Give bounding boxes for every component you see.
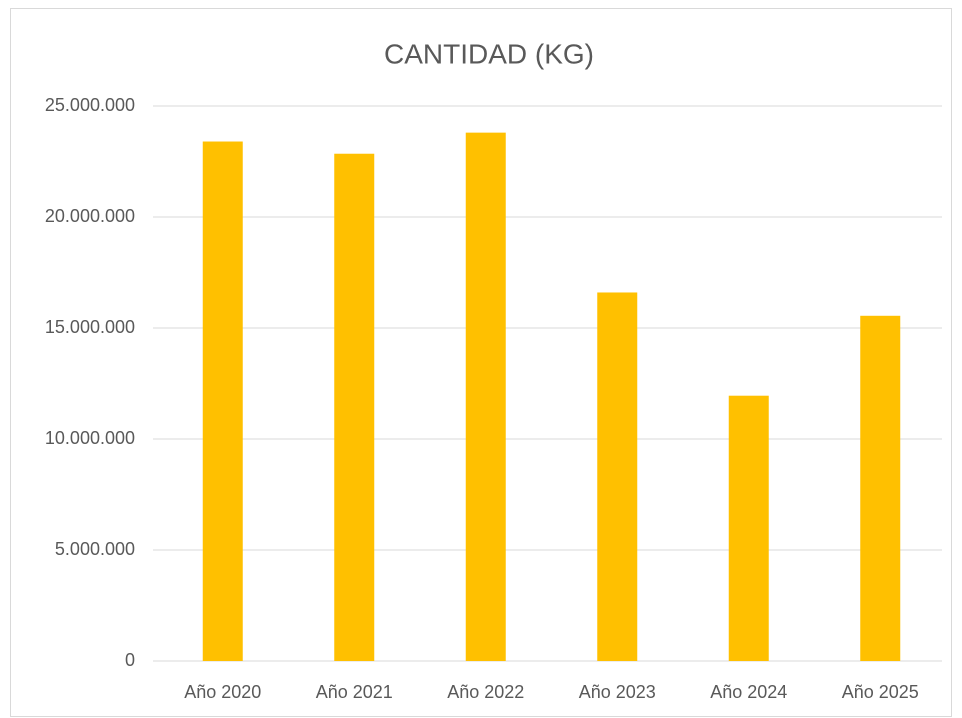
x-tick-label: Año 2022 [447, 682, 524, 702]
bar [728, 395, 769, 661]
x-tick-label: Año 2021 [316, 682, 393, 702]
y-tick-label: 20.000.000 [45, 206, 135, 226]
bar [334, 153, 375, 662]
bar [597, 292, 638, 661]
x-tick-label: Año 2025 [842, 682, 919, 702]
bar [465, 132, 506, 661]
y-tick-label: 25.000.000 [45, 95, 135, 115]
y-tick-label: 15.000.000 [45, 317, 135, 337]
chart-title: CANTIDAD (KG) [384, 38, 594, 69]
y-tick-label: 5.000.000 [55, 539, 135, 559]
x-tick-label: Año 2024 [710, 682, 787, 702]
bar [202, 141, 243, 661]
x-tick-label: Año 2020 [184, 682, 261, 702]
x-tick-label: Año 2023 [579, 682, 656, 702]
bar [860, 315, 901, 661]
y-tick-label: 10.000.000 [45, 428, 135, 448]
y-tick-label: 0 [125, 650, 135, 670]
